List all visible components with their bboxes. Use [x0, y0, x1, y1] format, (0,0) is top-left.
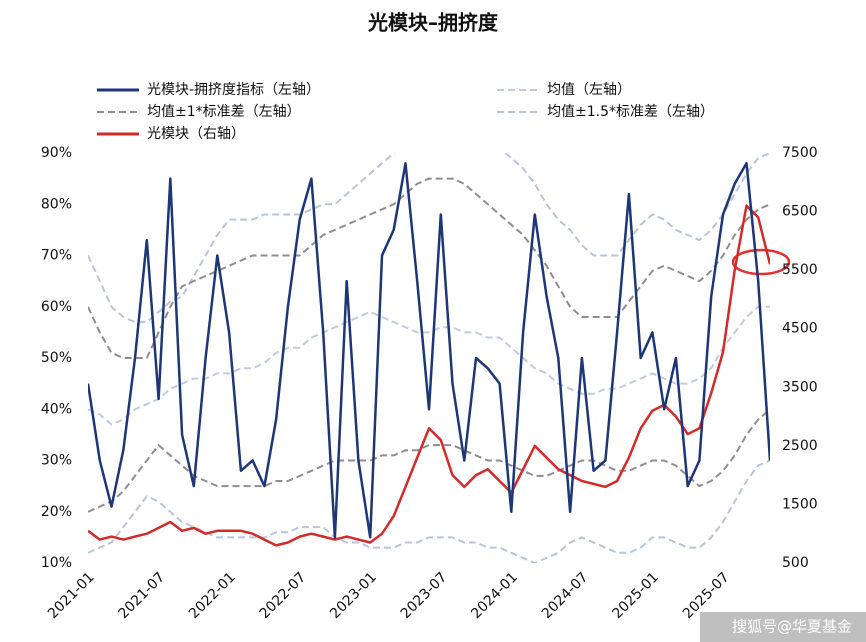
band-line — [88, 177, 770, 359]
band-line — [88, 153, 770, 324]
y2-tick-label: 1500 — [782, 496, 818, 512]
y-tick-label: 60% — [41, 299, 72, 315]
y-tick-label: 10% — [41, 555, 72, 571]
y2-tick-label: 500 — [782, 555, 809, 571]
series-line — [88, 162, 770, 539]
x-tick-label: 2023-01 — [327, 569, 380, 622]
legend-label: 均值±1*标准差（左轴） — [147, 104, 301, 120]
y2-tick-label: 5500 — [782, 262, 818, 278]
y2-tick-label: 7500 — [782, 145, 818, 161]
x-tick-label: 2022-07 — [257, 569, 310, 622]
legend-label: 光模块-拥挤度指标（左轴） — [147, 82, 320, 98]
x-tick-label: 2021-07 — [116, 569, 169, 622]
x-tick-label: 2021-01 — [45, 569, 98, 622]
chart-title: 光模块–拥挤度 — [367, 11, 499, 35]
x-tick-label: 2022-01 — [186, 569, 239, 622]
y-tick-label: 90% — [41, 145, 72, 161]
y-tick-label: 30% — [41, 453, 72, 469]
y2-tick-label: 4500 — [782, 321, 818, 337]
y-tick-label: 40% — [41, 401, 72, 417]
x-tick-label: 2025-01 — [609, 569, 662, 622]
legend-label: 光模块（右轴） — [147, 126, 245, 142]
watermark: 搜狐号@华夏基金 — [732, 618, 852, 636]
y-tick-label: 80% — [41, 196, 72, 212]
band-line — [88, 408, 770, 513]
x-tick-label: 2023-07 — [398, 569, 451, 622]
series-line — [88, 305, 770, 426]
y-tick-label: 70% — [41, 248, 72, 264]
plot-area — [88, 153, 770, 563]
y2-tick-label: 3500 — [782, 379, 818, 395]
y2-tick-label: 2500 — [782, 438, 818, 454]
y-tick-label: 20% — [41, 504, 72, 520]
legend-label: 均值（左轴） — [547, 82, 631, 98]
legend-label: 均值±1.5*标准差（左轴） — [547, 104, 714, 120]
x-tick-label: 2024-01 — [468, 569, 521, 622]
highlight-ellipse — [731, 248, 791, 276]
y-tick-label: 50% — [41, 350, 72, 366]
series-line — [88, 204, 770, 547]
watermark-bg — [700, 612, 866, 642]
x-tick-label: 2024-07 — [539, 569, 592, 622]
y2-tick-label: 6500 — [782, 204, 818, 220]
